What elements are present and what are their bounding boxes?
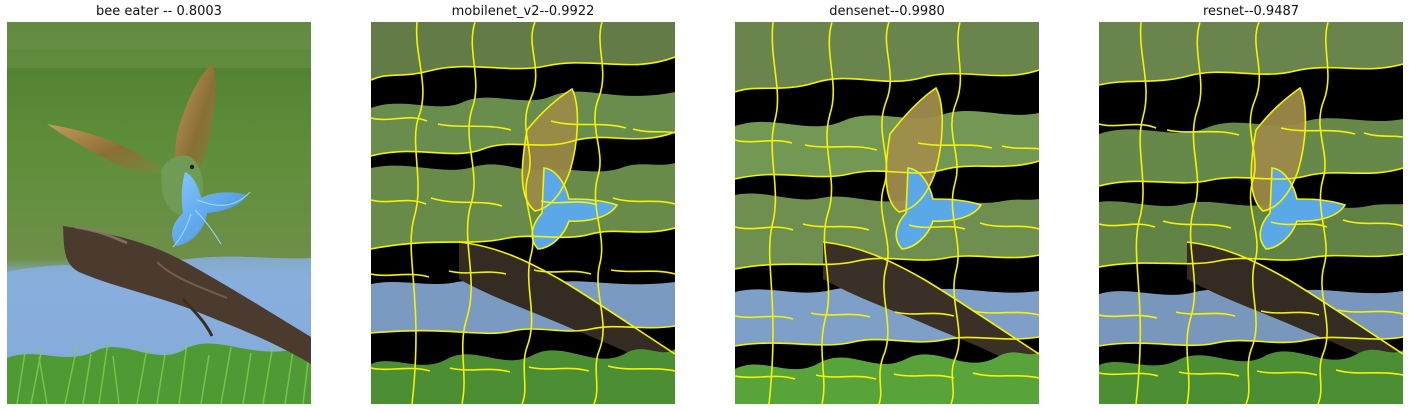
panel-title-mobilenet: mobilenet_v2--0.9922 [451,4,595,19]
bee-eater-photo [7,22,311,404]
panel-title-original: bee eater -- 0.8003 [96,4,222,19]
resnet-explanation-image [1099,22,1403,404]
panel-title-resnet: resnet--0.9487 [1202,4,1300,19]
densenet-explanation-image [735,22,1039,404]
panel-mobilenet: mobilenet_v2--0.9922 [371,0,675,411]
mobilenet-explanation-image [371,22,675,404]
panel-title-densenet: densenet--0.9980 [829,4,945,19]
panel-original: bee eater -- 0.8003 [7,0,311,411]
panel-resnet: resnet--0.9487 [1099,0,1403,411]
panel-densenet: densenet--0.9980 [735,0,1039,411]
